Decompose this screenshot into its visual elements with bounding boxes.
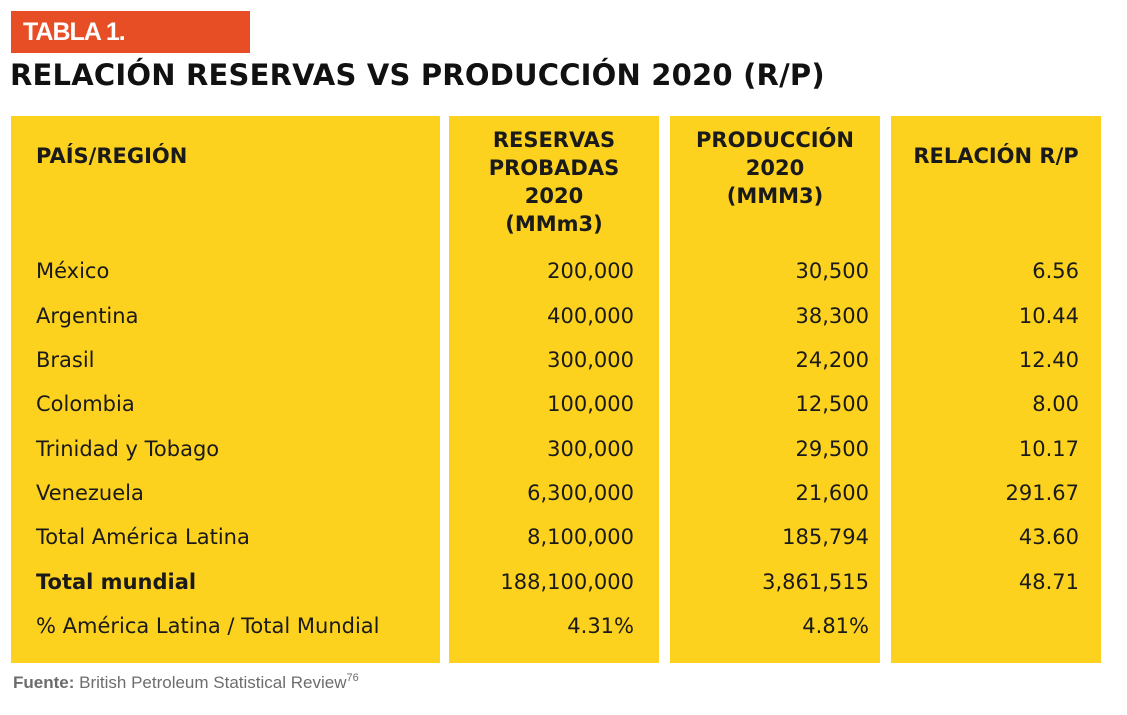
cell-reservas: 6,300,000 [527,481,634,505]
header-reservas: RESERVAS PROBADAS 2020 (MMm3) [449,126,659,238]
row-label: % América Latina / Total Mundial [36,614,380,638]
column-produccion: PRODUCCIÓN 2020 (MMM3) 30,500 38,300 24,… [670,116,880,663]
cell-reservas: 300,000 [547,348,634,372]
source-label: Fuente: [13,673,75,692]
cell-reservas: 100,000 [547,392,634,416]
column-pais: PAÍS/REGIÓN México Argentina Brasil Colo… [11,116,440,663]
header-reservas-line: (MMm3) [505,212,603,236]
cell-rp: 12.40 [1018,348,1079,372]
source-text: British Petroleum Statistical Review [74,673,347,692]
cell-rp: 10.17 [1018,437,1079,461]
row-label: Total América Latina [36,525,250,549]
cell-produccion: 21,600 [795,481,869,505]
cell-produccion: 38,300 [795,304,869,328]
header-produccion: PRODUCCIÓN 2020 (MMM3) [670,126,880,210]
source-note: Fuente: British Petroleum Statistical Re… [13,672,359,693]
cell-produccion: 24,200 [795,348,869,372]
row-label: Brasil [36,348,95,372]
cell-rp: 8.00 [1032,392,1079,416]
row-label: Venezuela [36,481,144,505]
header-produccion-line: 2020 [745,156,805,180]
source-footnote: 76 [346,672,359,684]
header-reservas-line: PROBADAS [488,156,620,180]
row-label: Total mundial [36,570,197,594]
row-label: Argentina [36,304,139,328]
header-pais: PAÍS/REGIÓN [36,144,188,168]
cell-rp: 6.56 [1032,259,1079,283]
header-produccion-line: (MMM3) [726,184,824,208]
row-label: Trinidad y Tobago [36,437,220,461]
cell-rp: 48.71 [1018,570,1079,594]
cell-produccion: 185,794 [782,525,869,549]
row-label: México [36,259,110,283]
cell-produccion: 12,500 [795,392,869,416]
cell-reservas: 400,000 [547,304,634,328]
table-tag: TABLA 1. [11,11,250,53]
cell-rp: 10.44 [1018,304,1079,328]
cell-reservas: 8,100,000 [527,525,634,549]
header-produccion-line: PRODUCCIÓN [696,128,854,152]
header-rp: RELACIÓN R/P [913,144,1079,168]
cell-produccion: 4.81% [802,614,869,638]
cell-produccion: 30,500 [795,259,869,283]
cell-produccion: 29,500 [795,437,869,461]
column-rp: RELACIÓN R/P 6.56 10.44 12.40 8.00 10.17… [891,116,1101,663]
cell-rp: 43.60 [1018,525,1079,549]
cell-reservas: 4.31% [567,614,634,638]
cell-produccion: 3,861,515 [762,570,869,594]
column-reservas: RESERVAS PROBADAS 2020 (MMm3) 200,000 40… [449,116,659,663]
header-reservas-line: RESERVAS [492,128,616,152]
cell-reservas: 188,100,000 [500,570,634,594]
header-reservas-line: 2020 [524,184,584,208]
cell-rp: 291.67 [1005,481,1079,505]
row-label: Colombia [36,392,135,416]
cell-reservas: 300,000 [547,437,634,461]
cell-reservas: 200,000 [547,259,634,283]
page-title: RELACIÓN RESERVAS VS PRODUCCIÓN 2020 (R/… [10,58,825,92]
